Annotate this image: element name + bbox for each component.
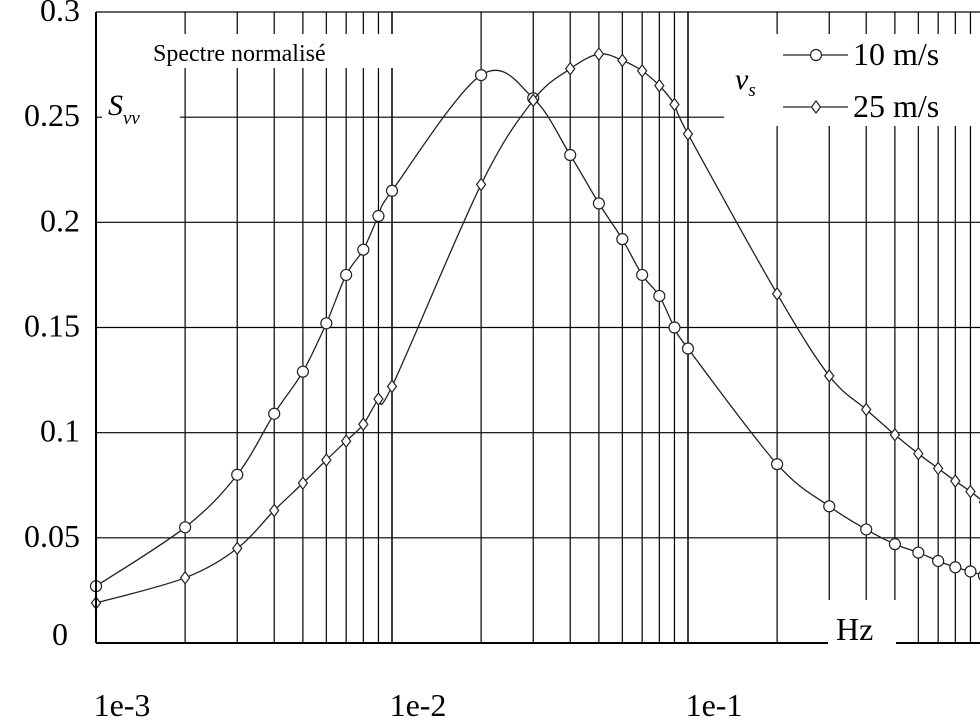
diamond-marker (231, 541, 243, 556)
diamond-marker (297, 476, 309, 491)
y-axis-label-sub: vv (123, 108, 140, 129)
diamond-marker (268, 503, 280, 518)
y-tick-label: 0.25 (24, 97, 80, 133)
series-line-1 (95, 69, 980, 587)
curves (89, 47, 980, 611)
x-tick-labels: 1e-31e-21e-11 (94, 687, 743, 723)
y-axis-label-main: S (108, 89, 123, 122)
diamond-marker (386, 379, 398, 394)
circle-marker (372, 209, 385, 223)
legend-marker (809, 48, 823, 62)
circle-marker (912, 546, 925, 559)
legend: 10 m/s 25 m/s (783, 36, 939, 124)
diamond-marker (527, 93, 539, 108)
circle-marker (475, 68, 488, 82)
circle-marker (771, 458, 784, 471)
legend-marker (810, 100, 822, 114)
y-tick-label: 0 (52, 616, 68, 652)
circle-marker (668, 321, 681, 334)
circle-marker (385, 184, 399, 197)
circle-marker (268, 407, 281, 420)
legend-label: 25 m/s (853, 88, 939, 124)
x-axis-label: Hz (836, 611, 873, 647)
circle-marker (564, 148, 577, 162)
circle-marker (964, 565, 977, 578)
legend-title-sub: s (748, 80, 755, 101)
diamond-marker (340, 434, 352, 449)
y-axis-label: Svv (108, 89, 140, 129)
diamond-marker (682, 126, 694, 141)
diamond-marker (932, 461, 944, 476)
circle-marker (231, 468, 244, 481)
circle-marker (340, 268, 353, 282)
x-tick-label: 1e-2 (390, 687, 447, 723)
legend-background (724, 34, 980, 126)
y-tick-label: 0.2 (40, 202, 80, 238)
circle-marker (179, 521, 192, 534)
circle-marker (653, 289, 666, 303)
circle-marker (616, 233, 629, 246)
diamond-marker (636, 63, 648, 78)
diamond-marker (475, 177, 487, 192)
circle-marker (823, 500, 836, 513)
chart-title: Spectre normalisé (153, 41, 326, 67)
diamond-marker (950, 474, 961, 489)
circle-marker (932, 554, 945, 568)
circle-marker (320, 317, 333, 330)
circle-marker (592, 197, 605, 210)
x-tick-label: 1e-3 (94, 687, 151, 723)
y-tick-label: 0.15 (24, 308, 80, 344)
diamond-marker (889, 427, 901, 442)
legend-title-main: v (735, 63, 749, 96)
diamond-marker (617, 53, 628, 68)
circle-marker (296, 365, 309, 378)
diamond-marker (669, 97, 680, 112)
diamond-marker (358, 417, 369, 432)
diamond-marker (965, 484, 976, 499)
diamond-marker (913, 446, 924, 461)
circle-marker (636, 268, 649, 282)
diamond-marker (321, 453, 332, 468)
diamond-marker (654, 78, 665, 93)
circle-marker (860, 523, 873, 536)
diamond-marker (823, 368, 835, 383)
diamond-marker (179, 570, 191, 585)
diamond-marker (564, 61, 576, 76)
y-tick-label: 0.1 (40, 413, 80, 449)
diamond-marker (860, 402, 872, 417)
ylabel-background (102, 86, 180, 136)
series-line-2 (95, 53, 980, 604)
xlabel-background (828, 600, 896, 648)
y-tick-labels: 0 0.05 0.1 0.15 0.2 0.25 0.3 (24, 0, 80, 652)
diamond-marker (593, 47, 605, 62)
y-tick-label: 0.3 (40, 0, 80, 28)
legend-title: vs (735, 63, 756, 101)
diamond-marker (771, 286, 783, 301)
y-tick-label: 0.05 (24, 518, 80, 554)
diamond-marker (373, 392, 384, 407)
circle-marker (949, 561, 962, 574)
circle-marker (357, 243, 370, 256)
title-background (148, 34, 418, 68)
circle-marker (681, 342, 695, 355)
grid (96, 11, 980, 643)
circle-marker (888, 538, 901, 551)
x-tick-label: 1e-1 (686, 687, 743, 723)
legend-label: 10 m/s (853, 36, 939, 72)
